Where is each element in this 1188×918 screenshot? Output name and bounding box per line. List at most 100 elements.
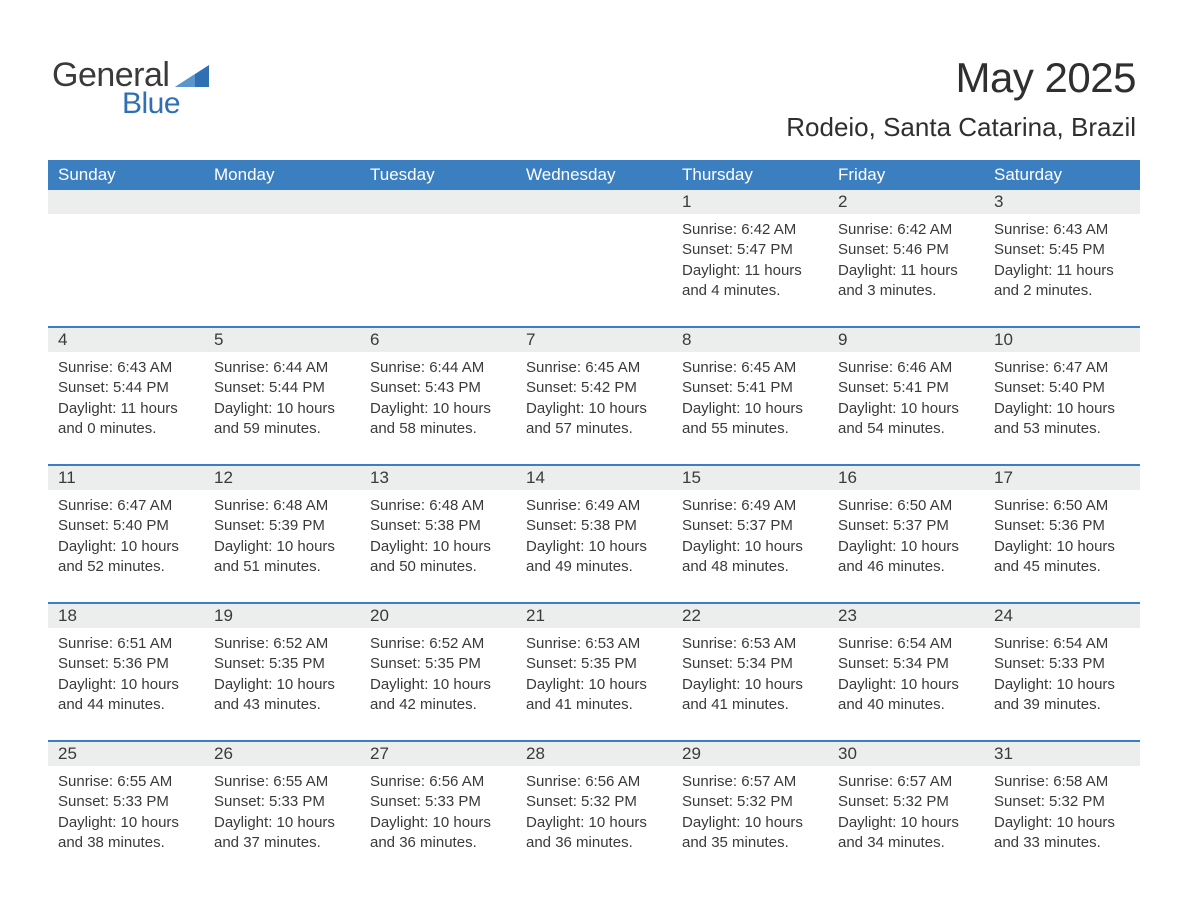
day-detail: Sunrise: 6:49 AMSunset: 5:38 PMDaylight:… bbox=[516, 490, 672, 577]
day-sunrise: Sunrise: 6:48 AM bbox=[370, 496, 506, 516]
day-number bbox=[204, 190, 360, 214]
day-sunset: Sunset: 5:45 PM bbox=[994, 240, 1130, 260]
day-day2: and 48 minutes. bbox=[682, 557, 818, 577]
day-sunrise: Sunrise: 6:43 AM bbox=[58, 358, 194, 378]
day-cell: 2Sunrise: 6:42 AMSunset: 5:46 PMDaylight… bbox=[828, 190, 984, 326]
day-day1: Daylight: 11 hours bbox=[994, 261, 1130, 281]
day-cell: 20Sunrise: 6:52 AMSunset: 5:35 PMDayligh… bbox=[360, 604, 516, 740]
week-row: 25Sunrise: 6:55 AMSunset: 5:33 PMDayligh… bbox=[48, 740, 1140, 878]
day-sunrise: Sunrise: 6:47 AM bbox=[58, 496, 194, 516]
day-day1: Daylight: 10 hours bbox=[838, 813, 974, 833]
day-day1: Daylight: 10 hours bbox=[682, 813, 818, 833]
day-detail: Sunrise: 6:48 AMSunset: 5:38 PMDaylight:… bbox=[360, 490, 516, 577]
day-cell: 23Sunrise: 6:54 AMSunset: 5:34 PMDayligh… bbox=[828, 604, 984, 740]
day-day1: Daylight: 10 hours bbox=[58, 675, 194, 695]
day-cell bbox=[204, 190, 360, 326]
day-sunrise: Sunrise: 6:50 AM bbox=[838, 496, 974, 516]
day-sunrise: Sunrise: 6:44 AM bbox=[370, 358, 506, 378]
day-cell: 1Sunrise: 6:42 AMSunset: 5:47 PMDaylight… bbox=[672, 190, 828, 326]
day-cell: 4Sunrise: 6:43 AMSunset: 5:44 PMDaylight… bbox=[48, 328, 204, 464]
day-number: 22 bbox=[672, 604, 828, 628]
day-day2: and 42 minutes. bbox=[370, 695, 506, 715]
day-detail: Sunrise: 6:54 AMSunset: 5:34 PMDaylight:… bbox=[828, 628, 984, 715]
day-sunrise: Sunrise: 6:56 AM bbox=[370, 772, 506, 792]
day-detail: Sunrise: 6:53 AMSunset: 5:34 PMDaylight:… bbox=[672, 628, 828, 715]
day-day2: and 53 minutes. bbox=[994, 419, 1130, 439]
day-number bbox=[48, 190, 204, 214]
brand-logo: General Blue bbox=[52, 56, 209, 121]
day-day2: and 38 minutes. bbox=[58, 833, 194, 853]
day-sunrise: Sunrise: 6:53 AM bbox=[682, 634, 818, 654]
day-detail: Sunrise: 6:55 AMSunset: 5:33 PMDaylight:… bbox=[204, 766, 360, 853]
day-detail: Sunrise: 6:47 AMSunset: 5:40 PMDaylight:… bbox=[48, 490, 204, 577]
day-cell: 3Sunrise: 6:43 AMSunset: 5:45 PMDaylight… bbox=[984, 190, 1140, 326]
day-day1: Daylight: 10 hours bbox=[214, 813, 350, 833]
day-sunset: Sunset: 5:35 PM bbox=[370, 654, 506, 674]
day-day1: Daylight: 11 hours bbox=[58, 399, 194, 419]
day-number bbox=[516, 190, 672, 214]
day-day2: and 34 minutes. bbox=[838, 833, 974, 853]
day-day1: Daylight: 10 hours bbox=[526, 537, 662, 557]
day-sunset: Sunset: 5:40 PM bbox=[994, 378, 1130, 398]
day-sunset: Sunset: 5:38 PM bbox=[370, 516, 506, 536]
day-day1: Daylight: 10 hours bbox=[994, 537, 1130, 557]
day-number: 11 bbox=[48, 466, 204, 490]
day-sunrise: Sunrise: 6:51 AM bbox=[58, 634, 194, 654]
day-detail: Sunrise: 6:46 AMSunset: 5:41 PMDaylight:… bbox=[828, 352, 984, 439]
day-sunset: Sunset: 5:42 PM bbox=[526, 378, 662, 398]
day-sunset: Sunset: 5:32 PM bbox=[994, 792, 1130, 812]
day-sunrise: Sunrise: 6:54 AM bbox=[838, 634, 974, 654]
day-day2: and 41 minutes. bbox=[526, 695, 662, 715]
day-cell: 15Sunrise: 6:49 AMSunset: 5:37 PMDayligh… bbox=[672, 466, 828, 602]
day-sunset: Sunset: 5:34 PM bbox=[838, 654, 974, 674]
day-day2: and 46 minutes. bbox=[838, 557, 974, 577]
day-sunset: Sunset: 5:32 PM bbox=[838, 792, 974, 812]
day-cell: 22Sunrise: 6:53 AMSunset: 5:34 PMDayligh… bbox=[672, 604, 828, 740]
day-cell: 26Sunrise: 6:55 AMSunset: 5:33 PMDayligh… bbox=[204, 742, 360, 878]
day-number: 23 bbox=[828, 604, 984, 628]
day-cell: 5Sunrise: 6:44 AMSunset: 5:44 PMDaylight… bbox=[204, 328, 360, 464]
day-sunrise: Sunrise: 6:49 AM bbox=[526, 496, 662, 516]
day-cell: 19Sunrise: 6:52 AMSunset: 5:35 PMDayligh… bbox=[204, 604, 360, 740]
day-detail: Sunrise: 6:42 AMSunset: 5:47 PMDaylight:… bbox=[672, 214, 828, 301]
day-day1: Daylight: 10 hours bbox=[214, 537, 350, 557]
day-day1: Daylight: 10 hours bbox=[682, 537, 818, 557]
day-cell: 12Sunrise: 6:48 AMSunset: 5:39 PMDayligh… bbox=[204, 466, 360, 602]
weekday-header-row: Sunday Monday Tuesday Wednesday Thursday… bbox=[48, 160, 1140, 190]
title-block: May 2025 Rodeio, Santa Catarina, Brazil bbox=[786, 54, 1136, 143]
day-number: 19 bbox=[204, 604, 360, 628]
day-sunset: Sunset: 5:37 PM bbox=[838, 516, 974, 536]
day-number: 18 bbox=[48, 604, 204, 628]
day-cell: 11Sunrise: 6:47 AMSunset: 5:40 PMDayligh… bbox=[48, 466, 204, 602]
day-detail: Sunrise: 6:50 AMSunset: 5:37 PMDaylight:… bbox=[828, 490, 984, 577]
day-day1: Daylight: 10 hours bbox=[214, 675, 350, 695]
weekday-header: Friday bbox=[828, 165, 984, 185]
day-number: 9 bbox=[828, 328, 984, 352]
day-number: 20 bbox=[360, 604, 516, 628]
day-detail: Sunrise: 6:51 AMSunset: 5:36 PMDaylight:… bbox=[48, 628, 204, 715]
weekday-header: Saturday bbox=[984, 165, 1140, 185]
day-day2: and 59 minutes. bbox=[214, 419, 350, 439]
day-sunrise: Sunrise: 6:52 AM bbox=[370, 634, 506, 654]
day-cell: 24Sunrise: 6:54 AMSunset: 5:33 PMDayligh… bbox=[984, 604, 1140, 740]
day-detail: Sunrise: 6:47 AMSunset: 5:40 PMDaylight:… bbox=[984, 352, 1140, 439]
day-day2: and 3 minutes. bbox=[838, 281, 974, 301]
day-day2: and 36 minutes. bbox=[370, 833, 506, 853]
week-row: 1Sunrise: 6:42 AMSunset: 5:47 PMDaylight… bbox=[48, 190, 1140, 326]
day-day1: Daylight: 11 hours bbox=[682, 261, 818, 281]
day-number: 4 bbox=[48, 328, 204, 352]
weekday-header: Thursday bbox=[672, 165, 828, 185]
day-number: 21 bbox=[516, 604, 672, 628]
day-number: 14 bbox=[516, 466, 672, 490]
day-cell: 6Sunrise: 6:44 AMSunset: 5:43 PMDaylight… bbox=[360, 328, 516, 464]
day-day1: Daylight: 10 hours bbox=[682, 399, 818, 419]
day-day2: and 37 minutes. bbox=[214, 833, 350, 853]
day-detail: Sunrise: 6:43 AMSunset: 5:44 PMDaylight:… bbox=[48, 352, 204, 439]
day-day2: and 45 minutes. bbox=[994, 557, 1130, 577]
day-sunset: Sunset: 5:33 PM bbox=[58, 792, 194, 812]
day-detail: Sunrise: 6:57 AMSunset: 5:32 PMDaylight:… bbox=[672, 766, 828, 853]
day-cell bbox=[516, 190, 672, 326]
day-sunset: Sunset: 5:35 PM bbox=[214, 654, 350, 674]
day-day2: and 36 minutes. bbox=[526, 833, 662, 853]
day-sunrise: Sunrise: 6:55 AM bbox=[58, 772, 194, 792]
